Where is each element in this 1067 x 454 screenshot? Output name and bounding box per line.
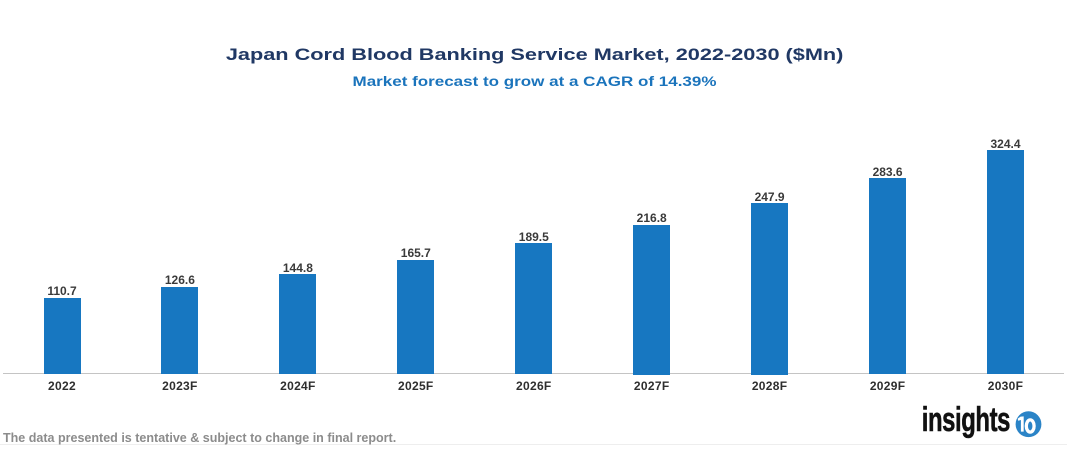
svg-text:insights: insights	[922, 401, 1010, 439]
